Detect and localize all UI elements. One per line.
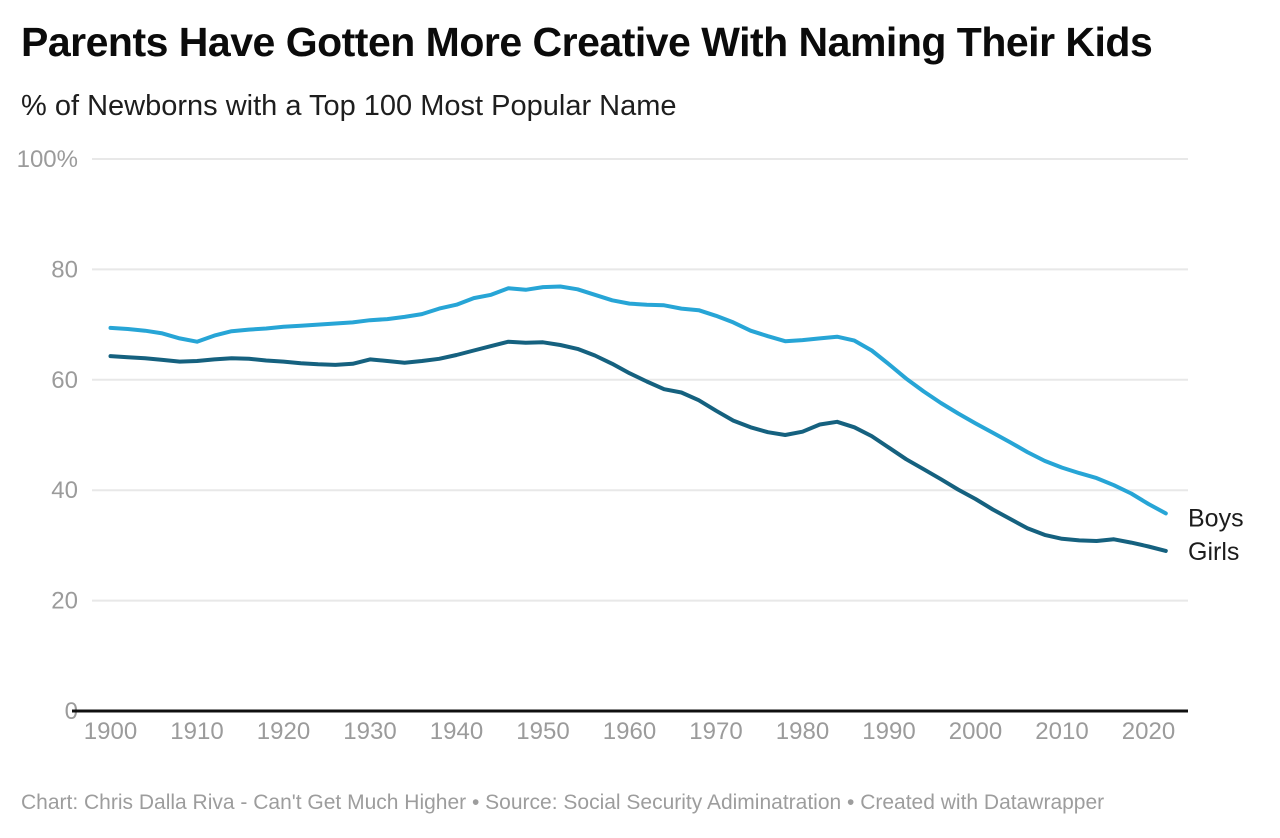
y-axis-tick-label: 0 [65,698,78,725]
x-axis-tick-label: 1960 [603,718,656,745]
x-axis-tick-label: 1900 [84,718,137,745]
series-line-boys [108,284,1168,516]
x-axis-tick-label: 1930 [343,718,396,745]
series-line-girls [108,339,1168,553]
x-axis-tick-label: 1970 [689,718,742,745]
y-axis-tick-label: 80 [51,256,78,283]
x-axis-tick-label: 2010 [1035,718,1088,745]
x-axis-tick-label: 1980 [776,718,829,745]
chart-title: Parents Have Gotten More Creative With N… [21,19,1153,65]
x-axis-tick-label: 1920 [257,718,310,745]
x-axis-tick-label: 1910 [170,718,223,745]
y-axis-tick-label: 20 [51,588,78,615]
chart-footer: Chart: Chris Dalla Riva - Can't Get Much… [21,791,1104,815]
y-axis-tick-label: 60 [51,367,78,394]
x-axis-tick-label: 1990 [862,718,915,745]
x-axis-tick-label: 2020 [1122,718,1175,745]
series-end-label-girls: Girls [1188,538,1239,566]
x-axis-tick-label: 2000 [949,718,1002,745]
y-axis-tick-label: 40 [51,477,78,504]
x-axis-tick-label: 1940 [430,718,483,745]
y-axis-tick-label: 100% [17,146,78,173]
x-axis-tick-label: 1950 [516,718,569,745]
series-end-label-boys: Boys [1188,504,1244,532]
chart-subtitle: % of Newborns with a Top 100 Most Popula… [21,90,677,122]
chart-credit-text: Chart: Chris Dalla Riva - Can't Get Much… [21,791,1105,814]
